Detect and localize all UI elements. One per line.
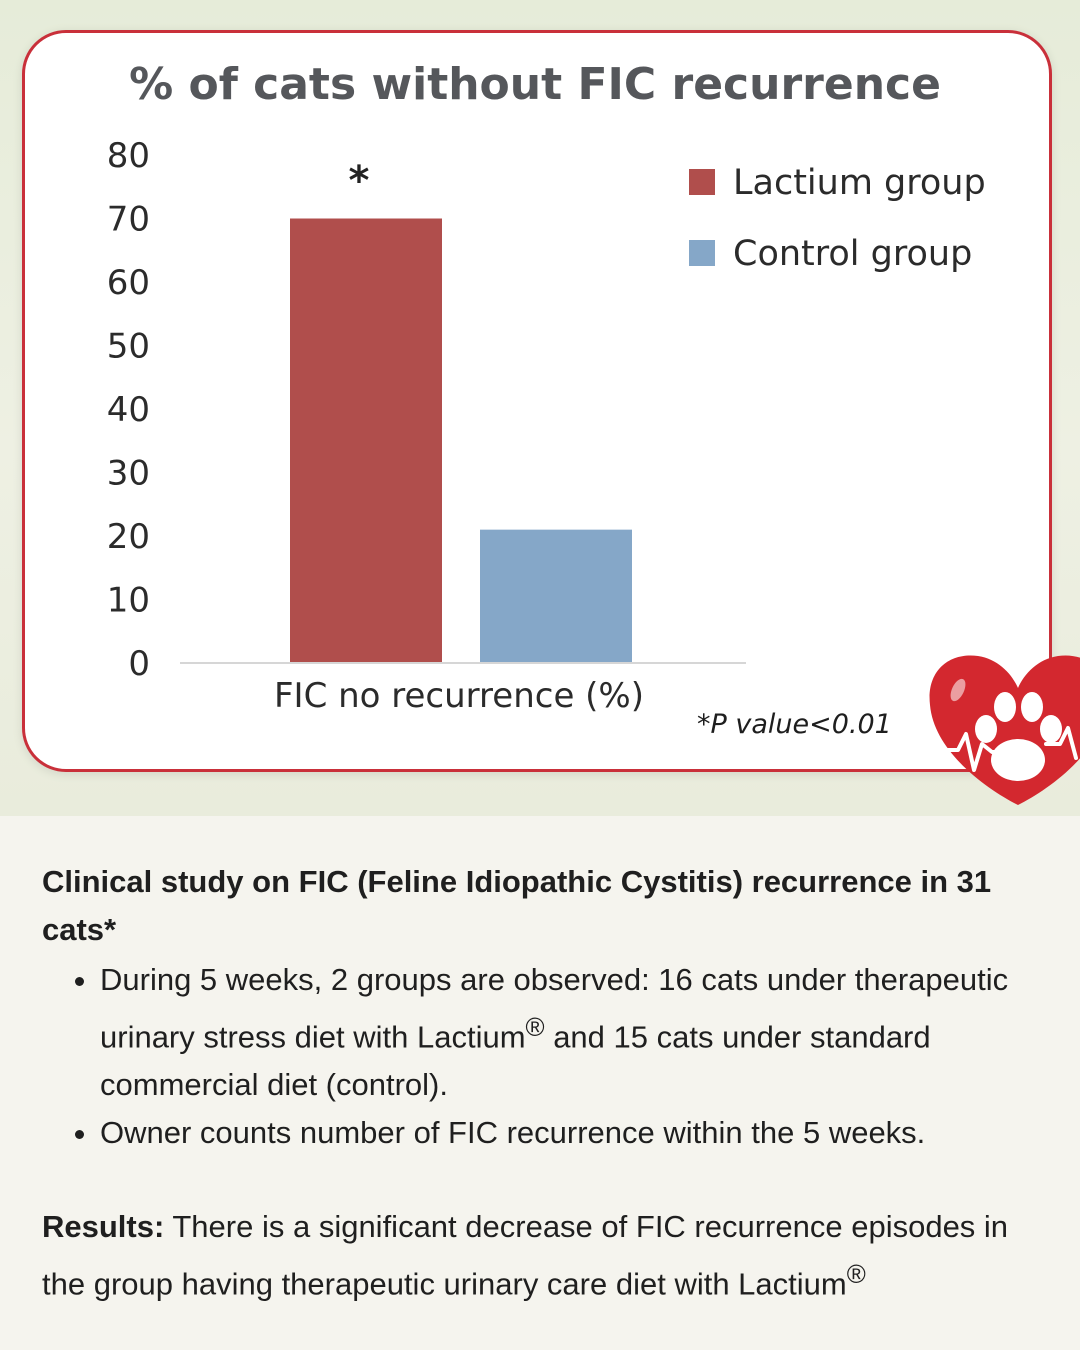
y-tick-label: 10: [107, 581, 150, 621]
chart-title: % of cats without FIC recurrence: [129, 59, 941, 110]
legend: Lactium group Control group: [689, 163, 986, 274]
y-tick-label: 80: [107, 136, 150, 176]
bullet-text: Owner counts number of FIC recurrence wi…: [100, 1115, 926, 1151]
heart-paw-icon: [929, 655, 1080, 805]
legend-swatch-control: [689, 240, 715, 266]
y-tick-label: 30: [107, 454, 150, 494]
registered-mark: ®: [525, 1014, 545, 1042]
results-text: There is a significant decrease of FIC r…: [42, 1209, 1009, 1302]
y-tick-label: 50: [107, 327, 150, 367]
legend-swatch-lactium: [689, 169, 715, 195]
y-tick-label: 40: [107, 390, 150, 430]
bullet-item: Owner counts number of FIC recurrence wi…: [100, 1109, 1042, 1157]
bar-control-group: [480, 529, 632, 663]
registered-mark: ®: [846, 1261, 866, 1290]
bars: [290, 218, 632, 663]
study-bullets: During 5 weeks, 2 groups are observed: 1…: [42, 956, 1042, 1157]
bar-chart: % of cats without FIC recurrence 0 10 20 30…: [107, 59, 1080, 805]
y-axis-ticks: 0 10 20 30 40 50 60 70 80: [107, 136, 150, 684]
y-tick-label: 20: [107, 517, 150, 557]
study-heading: Clinical study on FIC (Feline Idiopathic…: [42, 864, 992, 947]
y-tick-label: 0: [128, 644, 150, 684]
bullet-item: During 5 weeks, 2 groups are observed: 1…: [100, 956, 1042, 1109]
bar-lactium-group: [290, 218, 442, 663]
legend-label-control: Control group: [733, 234, 972, 274]
y-tick-label: 70: [107, 200, 150, 240]
significance-marker: *: [349, 158, 370, 204]
bullet-text: During 5 weeks, 2 groups are observed: 1…: [100, 962, 1009, 1055]
results-label: Results:: [42, 1209, 165, 1245]
category-label: FIC no recurrence (%): [274, 676, 644, 716]
results-paragraph: Results: There is a significant decrease…: [42, 1203, 1042, 1308]
study-description: Clinical study on FIC (Feline Idiopathic…: [42, 858, 1042, 1340]
y-tick-label: 60: [107, 263, 150, 303]
p-value-note: *P value<0.01: [697, 709, 892, 740]
bullet-text-continued: and 15 cats under standard commercial di…: [100, 1019, 931, 1103]
legend-label-lactium: Lactium group: [733, 163, 986, 203]
